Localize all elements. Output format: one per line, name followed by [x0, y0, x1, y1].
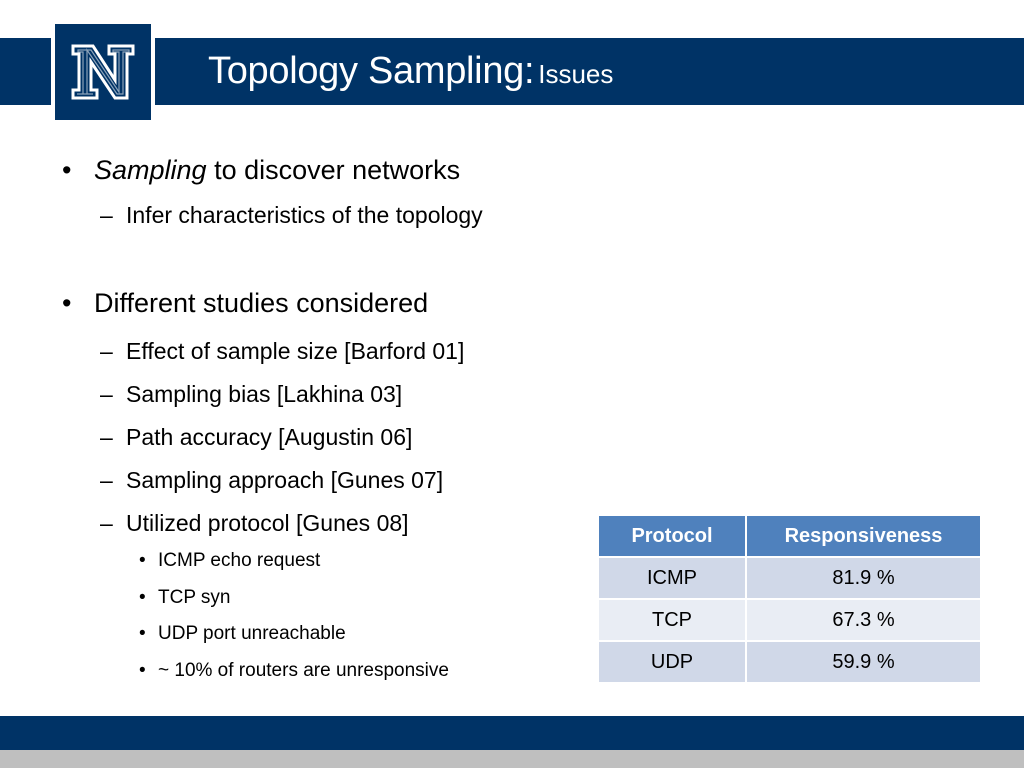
bullet-level-3: • ICMP echo request	[139, 550, 320, 572]
bullet-level-1: • Sampling to discover networks	[62, 155, 460, 186]
table-header-row: Protocol Responsiveness	[597, 514, 982, 558]
bullet-level-2: – Sampling approach [Gunes 07]	[100, 467, 443, 494]
title-main: Topology Sampling:	[208, 50, 535, 92]
bullet-emphasis: Sampling	[94, 155, 207, 185]
table-row: TCP 67.3 %	[597, 598, 982, 642]
table-row: ICMP 81.9 %	[597, 556, 982, 600]
bullet-text: TCP syn	[158, 587, 231, 608]
bullet-level-2: – Path accuracy [Augustin 06]	[100, 424, 412, 451]
bullet-marker: –	[100, 381, 113, 407]
bullet-level-3: • ~ 10% of routers are unresponsive	[139, 660, 449, 682]
bullet-text: ICMP echo request	[158, 550, 321, 571]
bullet-marker: –	[100, 510, 113, 536]
bullet-text: Different studies considered	[94, 288, 429, 318]
bullet-level-2: – Utilized protocol [Gunes 08]	[100, 510, 409, 537]
table-cell-protocol: ICMP	[597, 556, 747, 600]
bullet-text: Effect of sample size [Barford 01]	[126, 338, 465, 364]
bullet-level-1: • Different studies considered	[62, 288, 428, 319]
footer-stripe	[0, 750, 1024, 768]
table-cell-responsiveness: 67.3 %	[745, 598, 982, 642]
bullet-marker: •	[62, 155, 72, 185]
bullet-text: Sampling bias [Lakhina 03]	[126, 381, 403, 407]
university-logo	[51, 20, 155, 124]
responsiveness-table: Protocol Responsiveness ICMP 81.9 % TCP …	[597, 514, 982, 684]
bullet-marker: •	[139, 587, 146, 608]
bullet-marker: –	[100, 338, 113, 364]
header-responsiveness: Responsiveness	[745, 514, 982, 558]
table-cell-protocol: UDP	[597, 640, 747, 684]
header-protocol: Protocol	[597, 514, 747, 558]
footer-bar	[0, 716, 1024, 750]
bullet-level-2: – Sampling bias [Lakhina 03]	[100, 381, 402, 408]
bullet-text: Sampling approach [Gunes 07]	[126, 467, 444, 493]
bullet-level-2: – Effect of sample size [Barford 01]	[100, 338, 464, 365]
n-logo-icon	[71, 44, 135, 100]
bullet-text: Path accuracy [Augustin 06]	[126, 424, 413, 450]
bullet-level-2: – Infer characteristics of the topology	[100, 202, 483, 229]
bullet-marker: •	[62, 288, 72, 318]
bullet-level-3: • UDP port unreachable	[139, 623, 346, 645]
bullet-marker: •	[139, 623, 146, 644]
bullet-text: to discover networks	[206, 155, 461, 185]
logo-background	[55, 24, 151, 120]
table-row: UDP 59.9 %	[597, 640, 982, 684]
bullet-text: UDP port unreachable	[158, 623, 346, 644]
table-cell-responsiveness: 59.9 %	[745, 640, 982, 684]
bullet-text: ~ 10% of routers are unresponsive	[158, 660, 449, 681]
table-cell-responsiveness: 81.9 %	[745, 556, 982, 600]
bullet-marker: –	[100, 424, 113, 450]
bullet-text: Utilized protocol [Gunes 08]	[126, 510, 409, 536]
slide-title: Topology Sampling: Issues	[208, 50, 613, 100]
table-cell-protocol: TCP	[597, 598, 747, 642]
title-bar	[0, 38, 1024, 105]
bullet-marker: •	[139, 660, 146, 681]
bullet-text: Infer characteristics of the topology	[126, 202, 483, 228]
bullet-marker: –	[100, 202, 113, 228]
bullet-marker: •	[139, 550, 146, 571]
bullet-marker: –	[100, 467, 113, 493]
bullet-level-3: • TCP syn	[139, 587, 231, 609]
title-subtitle: Issues	[538, 59, 614, 89]
